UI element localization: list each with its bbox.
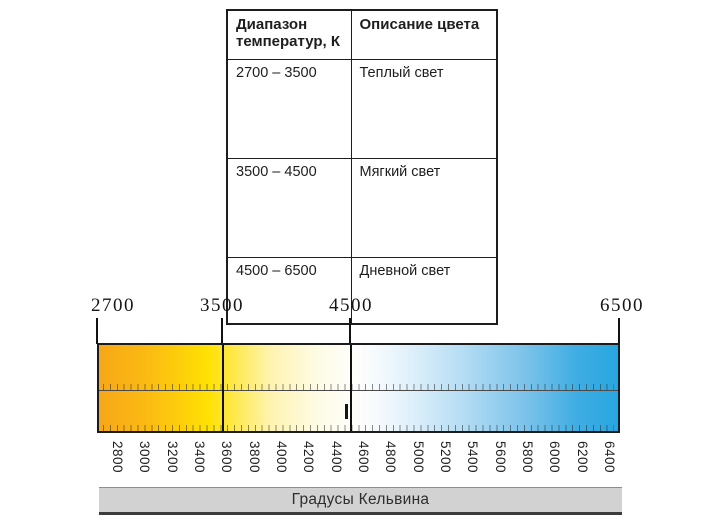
- minor-tick-label: 4000: [274, 441, 289, 474]
- minor-tick-label: 5600: [493, 441, 508, 474]
- axis-title-bar: Градусы Кельвина: [99, 487, 622, 515]
- header-color-description: Описание цвета: [350, 9, 498, 60]
- major-tick-line: [349, 318, 351, 344]
- gridline-4500: [350, 345, 352, 431]
- color-temperature-gradient-bar: [97, 343, 620, 433]
- header-temperature-range: Диапазон температур, К: [226, 9, 352, 60]
- range-cell: 2700 – 3500: [226, 59, 352, 159]
- major-tick-label-2700: 2700: [91, 295, 135, 316]
- table-row: 4500 – 6500 Дневной свет: [226, 257, 498, 325]
- minor-tick-label: 5400: [465, 441, 480, 474]
- description-cell: Дневной свет: [350, 257, 498, 325]
- table-row: 3500 – 4500 Мягкий свет: [226, 158, 498, 258]
- minor-tick-label: 3000: [137, 441, 152, 474]
- minor-tick-label: 5000: [411, 441, 426, 474]
- minor-tick-label: 4400: [329, 441, 344, 474]
- major-tick-line: [618, 318, 620, 344]
- minor-tick-label: 3600: [219, 441, 234, 474]
- minor-ticks-bottom: [103, 425, 614, 431]
- major-tick-line: [96, 318, 98, 344]
- description-cell: Теплый свет: [350, 59, 498, 159]
- minor-tick-label: 3200: [165, 441, 180, 474]
- minor-tick-label: 3400: [192, 441, 207, 474]
- major-tick-line: [221, 318, 223, 344]
- minor-tick-label: 2800: [110, 441, 125, 474]
- description-cell: Мягкий свет: [350, 158, 498, 258]
- table-row: 2700 – 3500 Теплый свет: [226, 59, 498, 159]
- minor-tick-label: 6000: [547, 441, 562, 474]
- range-cell: 3500 – 4500: [226, 158, 352, 258]
- minor-tick-label: 5200: [438, 441, 453, 474]
- minor-tick-label: 3800: [247, 441, 262, 474]
- major-tick-label-3500: 3500: [200, 295, 244, 316]
- range-cell: 4500 – 6500: [226, 257, 352, 325]
- minor-tick-label: 5800: [520, 441, 535, 474]
- minor-tick-label: 4800: [383, 441, 398, 474]
- minor-tick-label: 6400: [602, 441, 617, 474]
- gridline-3500: [222, 345, 224, 431]
- color-temperature-table: Диапазон температур, К Описание цвета 27…: [226, 9, 498, 325]
- minor-ticks-mid: [103, 384, 614, 390]
- minor-tick-label: 4200: [301, 441, 316, 474]
- major-tick-label-6500: 6500: [600, 295, 644, 316]
- table-header-row: Диапазон температур, К Описание цвета: [226, 9, 498, 60]
- major-tick-label-4500: 4500: [329, 295, 373, 316]
- axis-title: Градусы Кельвина: [291, 491, 430, 508]
- bar-middle-divider: [99, 390, 618, 391]
- marker-dash-4500: [345, 404, 348, 419]
- minor-tick-label: 6200: [575, 441, 590, 474]
- minor-tick-label: 4600: [356, 441, 371, 474]
